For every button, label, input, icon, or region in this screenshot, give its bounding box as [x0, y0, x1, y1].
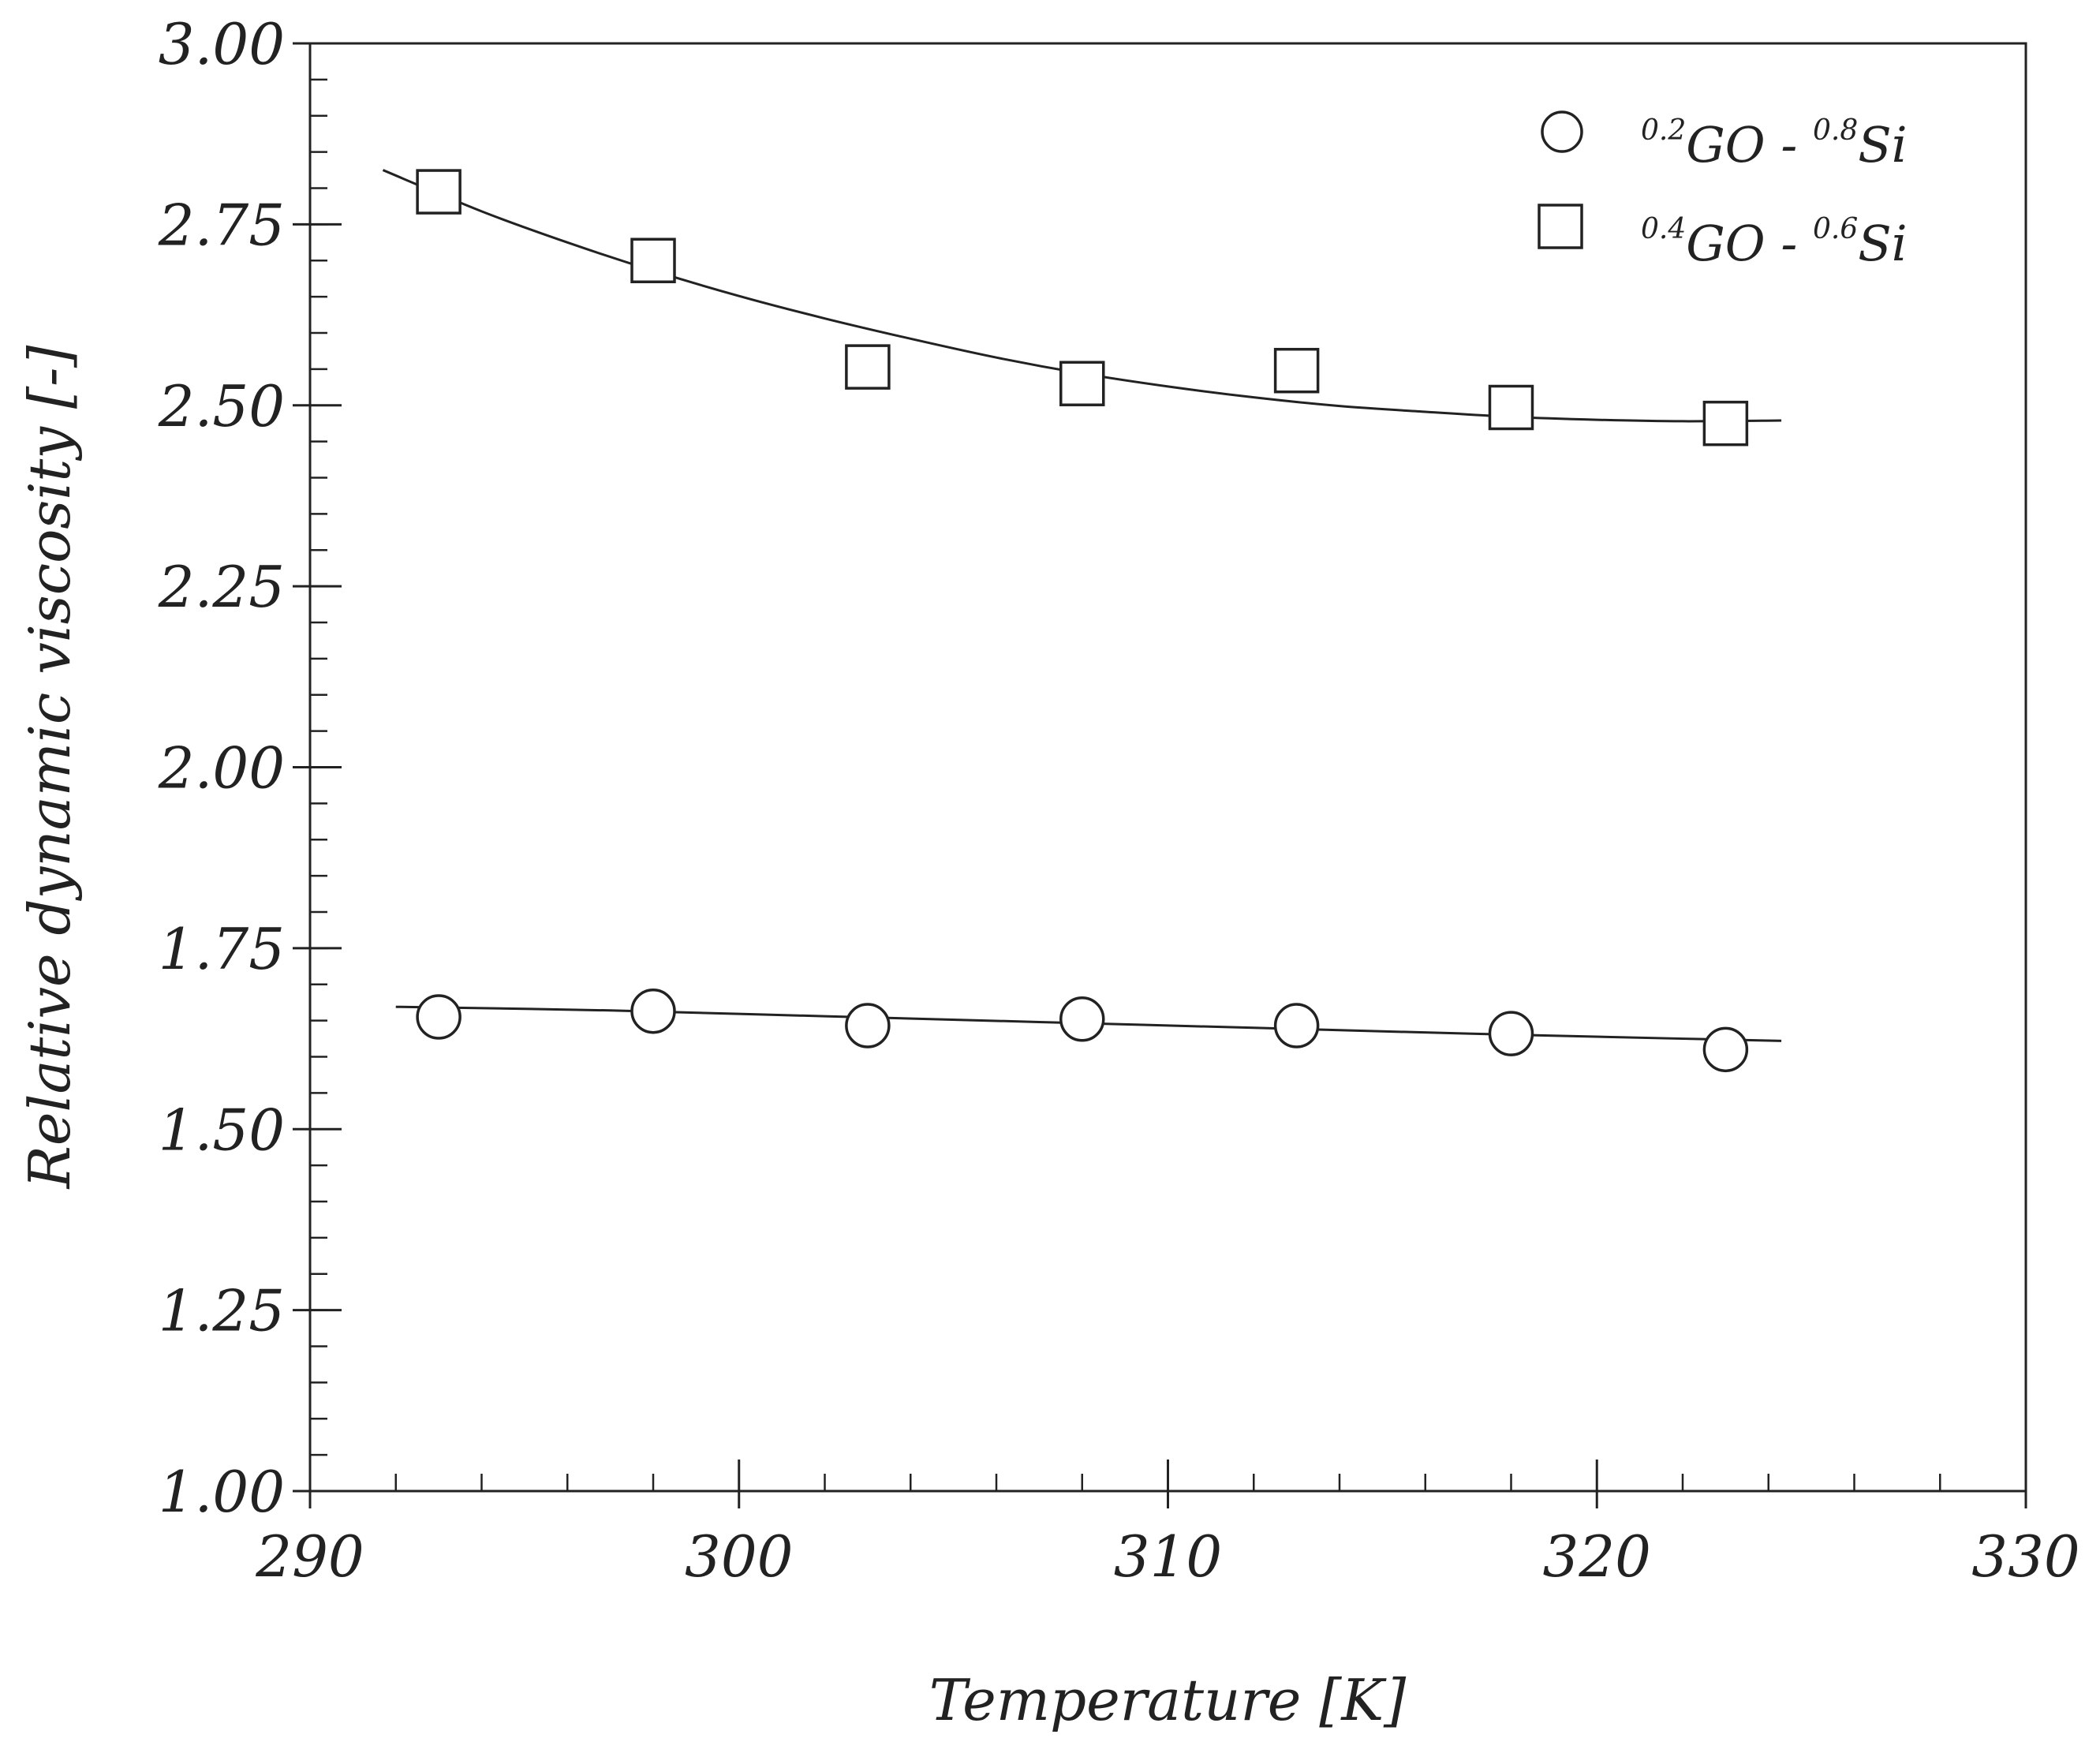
x-tick-label: 330: [1971, 1523, 2079, 1590]
y-tick-label: 2.00: [158, 735, 285, 802]
legend-2-sup1: 0.4: [1641, 213, 1686, 245]
data-point-series-2: [1702, 400, 1749, 447]
data-point-series-1: [630, 988, 676, 1034]
fit-line-series-1: [395, 1005, 1782, 1042]
y-tick-label: 2.25: [158, 554, 285, 620]
data-point-series-2: [845, 344, 891, 390]
y-tick-label: 2.75: [158, 192, 285, 258]
y-tick-label: 1.00: [159, 1459, 285, 1525]
legend: 0.2GO - 0.8Si 0.4GO - 0.6Si: [1538, 110, 1908, 272]
legend-2-main2: Si: [1858, 215, 1907, 272]
data-point-series-2: [1059, 361, 1105, 406]
x-tick-label: 300: [685, 1523, 793, 1590]
data-point-series-2: [416, 169, 461, 215]
y-tick-label: 3.00: [159, 11, 285, 77]
data-point-series-1: [1488, 1011, 1534, 1056]
data-point-series-1: [1702, 1026, 1749, 1073]
legend-1-sup2: 0.8: [1813, 114, 1858, 147]
data-point-series-1: [1273, 1003, 1320, 1048]
fit-lines: [382, 169, 1782, 1042]
legend-marker-circle: [1541, 110, 1583, 153]
tick-labels: 1.00 1.25 1.50 1.75 2.00 2.25 2.50 2.75 3.00 290 3…: [158, 11, 2080, 1590]
major-ticks: [293, 42, 2027, 1508]
data-point-series-2: [1488, 384, 1534, 431]
legend-1-main2: Si: [1858, 116, 1907, 174]
x-tick-label: 310: [1114, 1523, 1222, 1590]
legend-1-main1: GO -: [1686, 116, 1813, 174]
data-point-series-1: [416, 994, 461, 1040]
data-point-series-2: [630, 237, 676, 283]
y-tick-label: 1.50: [159, 1097, 285, 1163]
markers: [416, 169, 1749, 1073]
legend-label-series-1: 0.2GO - 0.8Si: [1641, 114, 1908, 174]
data-point-series-1: [845, 1003, 891, 1048]
y-tick-label: 2.50: [158, 373, 285, 439]
plot-frame: [308, 42, 2027, 1493]
x-axis-title: Temperature [K]: [929, 1667, 1407, 1733]
legend-label-series-2: 0.4GO - 0.6Si: [1641, 213, 1908, 272]
data-point-series-2: [1273, 347, 1320, 394]
legend-1-sup1: 0.2: [1641, 114, 1686, 147]
y-tick-label: 1.75: [159, 916, 285, 982]
y-axis-title: Relative dynamic viscosity [-]: [17, 345, 83, 1190]
x-tick-label: 290: [255, 1523, 364, 1590]
legend-marker-square: [1538, 204, 1583, 249]
y-tick-label: 1.25: [159, 1278, 285, 1344]
data-point-series-1: [1059, 996, 1105, 1042]
legend-2-sup2: 0.6: [1813, 213, 1858, 245]
legend-2-main1: GO -: [1686, 215, 1813, 272]
x-tick-label: 320: [1543, 1523, 1651, 1590]
